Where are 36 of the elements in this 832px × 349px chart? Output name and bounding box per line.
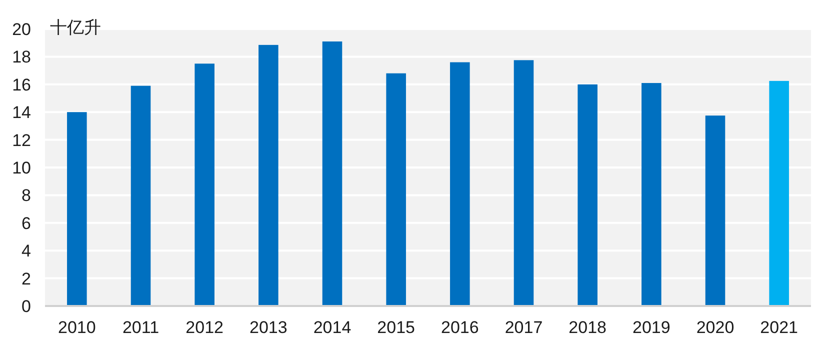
x-tick-label: 2021 <box>760 318 798 337</box>
y-tick-label: 18 <box>12 48 31 67</box>
y-tick-label: 20 <box>12 20 31 39</box>
bar <box>130 86 151 306</box>
bar <box>769 80 789 306</box>
y-tick-label: 2 <box>22 269 31 288</box>
x-tick-label: 2018 <box>568 318 606 337</box>
x-tick-label: 2016 <box>441 318 479 337</box>
y-tick-label: 14 <box>12 103 31 122</box>
y-axis-title: 十亿升 <box>50 18 101 37</box>
bar <box>578 84 598 306</box>
bar <box>386 73 406 306</box>
y-tick-label: 12 <box>12 130 31 150</box>
x-tick-label: 2020 <box>696 318 734 337</box>
y-tick-label: 0 <box>22 297 31 316</box>
bar <box>194 64 214 306</box>
bar <box>67 112 87 306</box>
y-tick-label: 4 <box>22 242 31 261</box>
bar <box>322 41 342 306</box>
bar <box>514 60 534 306</box>
bar <box>258 44 278 306</box>
x-tick-label: 2019 <box>632 318 670 337</box>
x-tick-label: 2017 <box>504 318 543 337</box>
y-tick-label: 16 <box>12 75 31 94</box>
y-tick-label: 8 <box>22 186 31 206</box>
x-tick-label: 2013 <box>250 318 288 337</box>
bar <box>705 116 726 306</box>
y-tick-label: 6 <box>22 214 31 233</box>
x-tick-label: 2015 <box>377 318 415 337</box>
x-tick-label: 2014 <box>313 318 352 337</box>
bar <box>450 62 470 306</box>
bar <box>642 83 662 306</box>
x-tick-label: 2011 <box>122 318 160 337</box>
y-tick-label: 10 <box>12 158 31 178</box>
x-tick-label: 2010 <box>58 318 96 337</box>
x-tick-label: 2012 <box>186 318 224 337</box>
